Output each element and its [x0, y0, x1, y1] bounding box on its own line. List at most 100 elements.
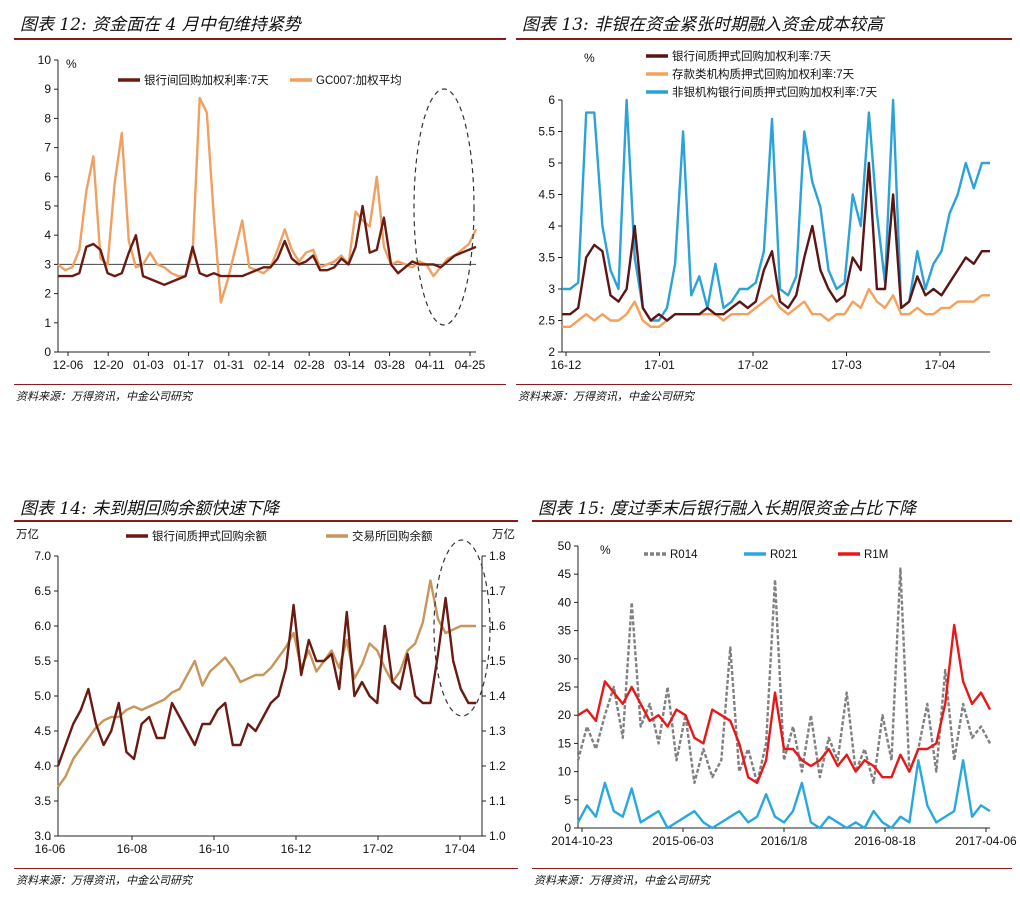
- y-axis-left-14-tick-label: 3.5: [34, 794, 51, 808]
- y-axis-left-14-tick-label: 3.0: [34, 829, 51, 843]
- y-axis-15-tick-label: 20: [558, 708, 572, 722]
- legend-12-b-label: GC007:加权平均: [316, 74, 402, 87]
- x-axis-13-tick-label: 17-04: [925, 358, 956, 372]
- y-axis-right-14-tick-label: 1.2: [489, 759, 506, 773]
- y-axis-12-tick-label: 8: [44, 111, 51, 125]
- legend-15-a-label: R014: [670, 549, 698, 561]
- y-axis-15-tick-label: 30: [558, 652, 572, 666]
- x-axis-12-tick-label: 04-11: [415, 358, 445, 372]
- source-note-14: 资料来源：万得资讯，中金公司研究: [16, 874, 192, 887]
- title-rule-14: [14, 520, 518, 522]
- x-axis-14-tick-label: 16-06: [35, 842, 66, 856]
- series-r1m-line: [577, 623, 992, 785]
- y-axis-13-tick-label: 4.5: [538, 188, 555, 202]
- chart-14: 3.0 3.5 4.0 4.5 5.0 5.5 6.0 6.5 7.0 1.0 1.1 1.2 1.3 1…: [16, 528, 515, 856]
- y-axis-15-tick-label: 50: [558, 539, 572, 553]
- series-r014-line: [576, 567, 992, 785]
- series-interbank-7d-line: [58, 204, 477, 287]
- source-rule-15: [532, 868, 1012, 869]
- y-axis-12-tick-label: 7: [44, 141, 51, 155]
- series-interbank-repo-line: [56, 596, 476, 767]
- chart-title-14: 图表 14: 未到期回购余额快速下降: [20, 499, 280, 519]
- legend-13-a-label: 银行间质押式回购加权利率:7天: [672, 49, 832, 63]
- x-axis-15-tick-label: 2015-06-03: [652, 834, 714, 848]
- y-axis-15-tick-label: 45: [558, 567, 572, 581]
- y-axis-12-tick-label: 1: [44, 316, 51, 330]
- x-axis-12-tick-label: 01-17: [173, 358, 204, 372]
- y-axis-12-tick-label: 6: [44, 170, 51, 184]
- legend-15-c-label: R1M: [864, 549, 888, 561]
- y-axis-left-14-tick-label: 6.0: [34, 619, 51, 633]
- title-rule-12: [14, 38, 506, 40]
- y-axis-15-tick-label: 35: [558, 624, 572, 638]
- y-axis-12-tick-label: 10: [38, 53, 52, 67]
- y-axis-right-14-tick-label: 1.6: [489, 619, 506, 633]
- y-axis-left-14-tick-label: 5.5: [34, 654, 51, 668]
- legend-12-a-label: 银行间回购加权利率:7天: [144, 73, 269, 87]
- x-axis-15-tick-label: 2014-10-23: [551, 834, 613, 848]
- y-axis-13-tick-label: 4: [548, 219, 555, 233]
- x-axis-13-tick-label: 17-01: [644, 358, 675, 372]
- x-axis-14-tick-label: 17-04: [445, 842, 476, 856]
- y-unit-15: %: [600, 543, 611, 557]
- x-axis-12-tick-label: 03-14: [334, 358, 365, 372]
- x-axis-12-tick-label: 03-28: [374, 358, 405, 372]
- y-axis-left-14-tick-label: 5.0: [34, 689, 51, 703]
- y-axis-13-tick-label: 6: [548, 93, 555, 107]
- y-axis-right-14-tick-label: 1.0: [489, 829, 506, 843]
- y-axis-15-tick-label: 5: [564, 793, 571, 807]
- title-rule-13: [516, 38, 1012, 40]
- y-unit-left-14: 万亿: [16, 528, 39, 541]
- chart-title-12: 图表 12: 资金面在 4 月中旬维持紧势: [20, 15, 301, 35]
- y-axis-right-14-tick-label: 1.1: [489, 794, 506, 808]
- highlight-ellipse-14: [433, 539, 491, 717]
- title-rule-15: [532, 520, 1012, 522]
- y-axis-15-tick-label: 25: [558, 680, 572, 694]
- legend-15-b-label: R021: [770, 549, 798, 561]
- legend-13-b-label: 存款类机构质押式回购加权利率:7天: [672, 67, 855, 81]
- chart-12: 0 1 2 3 4 5 6 7 8 9 10 12-06 12-20 01-03 01-17 01-31 02-…: [38, 53, 486, 372]
- chart-13: 2 2.5 3 3.5 4 4.5 5 5.5 6 16-12 17-01 17-02 17-03 17-…: [538, 49, 990, 372]
- x-axis-13-tick-label: 17-03: [831, 358, 862, 372]
- legend-13-c-label: 非银机构银行间质押式回购加权利率:7天: [672, 85, 878, 99]
- y-axis-left-14-tick-label: 6.5: [34, 584, 51, 598]
- y-axis-13-tick-label: 2.5: [538, 314, 555, 328]
- x-axis-12-tick-label: 01-03: [133, 358, 164, 372]
- x-axis-15-tick-label: 2016/1/8: [761, 834, 808, 848]
- series-deposit-inst-line: [562, 287, 990, 328]
- chart-panel-13: 图表 13: 非银在资金紧张时期融入资金成本较高 2 2.5 3 3.5 4 4.5 5 5.…: [516, 10, 1012, 410]
- y-axis-15-tick-label: 15: [558, 736, 572, 750]
- y-axis-right-14-tick-label: 1.3: [489, 724, 506, 738]
- chart-title-13: 图表 13: 非银在资金紧张时期融入资金成本较高: [522, 15, 884, 35]
- x-axis-12-tick-label: 04-25: [455, 358, 486, 372]
- source-note-15: 资料来源：万得资讯，中金公司研究: [534, 874, 710, 887]
- y-axis-12-tick-label: 0: [44, 345, 51, 359]
- chart-panel-12: 图表 12: 资金面在 4 月中旬维持紧势 0 1 2 3 4 5 6 7 8 9 10 12-06 1…: [14, 10, 506, 410]
- y-axis-left-14-tick-label: 7.0: [34, 549, 51, 563]
- chart-15: 0 5 10 15 20 25 30 35 40 45 50 2014-10-23 2015-06-03…: [551, 539, 1017, 848]
- source-rule-12: [14, 384, 506, 385]
- y-unit-13: %: [584, 51, 595, 65]
- y-axis-12-tick-label: 5: [44, 199, 51, 213]
- source-rule-13: [516, 384, 1012, 385]
- y-axis-right-14-tick-label: 1.8: [489, 549, 506, 563]
- x-axis-12-tick-label: 01-31: [213, 358, 244, 372]
- x-axis-14-tick-label: 16-08: [117, 842, 148, 856]
- x-axis-15-tick-label: 2016-08-18: [854, 834, 916, 848]
- y-axis-right-14-tick-label: 1.5: [489, 654, 506, 668]
- x-axis-13-tick-label: 17-02: [738, 358, 769, 372]
- y-axis-13-tick-label: 2: [548, 345, 555, 359]
- series-r021-line: [576, 759, 991, 830]
- chart-panel-14: 图表 14: 未到期回购余额快速下降 3.0 3.5 4.0 4.5 5.0 5.5 6.0…: [14, 494, 518, 894]
- chart-title-15: 图表 15: 度过季末后银行融入长期限资金占比下降: [538, 499, 917, 519]
- chart-panel-15: 图表 15: 度过季末后银行融入长期限资金占比下降 0 5 10 15 20 25 30 35…: [532, 494, 1017, 894]
- x-axis-14-tick-label: 16-12: [281, 842, 312, 856]
- highlight-ellipse-12: [413, 88, 475, 326]
- y-axis-left-14-tick-label: 4.0: [34, 759, 51, 773]
- y-unit-12: %: [66, 57, 77, 71]
- source-rule-14: [14, 868, 518, 869]
- x-axis-12-tick-label: 02-14: [254, 358, 285, 372]
- y-unit-right-14: 万亿: [492, 528, 515, 541]
- x-axis-12-tick-label: 12-06: [53, 358, 84, 372]
- x-axis-14-tick-label: 16-10: [199, 842, 230, 856]
